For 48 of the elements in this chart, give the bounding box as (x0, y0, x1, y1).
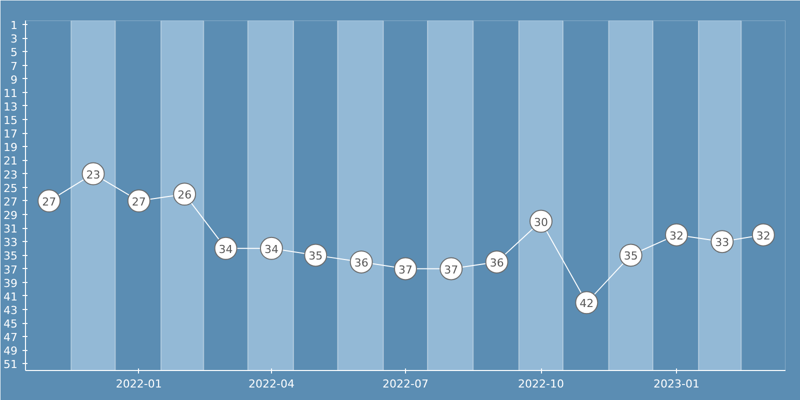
y-tick-label: 21 (4, 154, 18, 168)
y-tick-label: 3 (10, 32, 18, 46)
y-tick-label: 27 (4, 195, 18, 208)
y-tick-label: 47 (4, 331, 18, 344)
y-tick-label: 45 (4, 318, 18, 331)
x-tick-label: 2022-01 (116, 378, 162, 390)
y-tick-label: 43 (4, 304, 18, 317)
data-label: 27 (132, 195, 146, 208)
y-tick-label: 7 (10, 60, 18, 73)
y-tick-label: 51 (4, 358, 18, 372)
y-tick-label: 9 (10, 73, 18, 86)
y-tick-label: 49 (4, 344, 18, 358)
x-tick-label: 2022-10 (518, 378, 564, 390)
y-tick-label: 23 (4, 168, 18, 182)
y-tick-label: 15 (4, 114, 18, 128)
data-label: 36 (354, 256, 368, 270)
y-tick-label: 37 (4, 263, 18, 276)
data-label: 30 (534, 216, 548, 229)
y-tick-label: 17 (4, 128, 18, 141)
y-tick-label: 39 (4, 276, 18, 290)
data-label: 37 (444, 263, 458, 276)
y-tick-label: 19 (4, 141, 18, 154)
data-label: 35 (624, 250, 638, 263)
data-label: 34 (218, 242, 233, 256)
y-tick-label: 41 (4, 290, 18, 304)
y-tick-label: 25 (4, 182, 18, 195)
x-tick-label: 2022-04 (248, 378, 294, 390)
y-tick-label: 35 (4, 250, 18, 263)
data-label: 34 (264, 242, 278, 256)
data-label: 32 (670, 229, 684, 242)
data-label: 35 (308, 250, 323, 263)
data-label: 27 (42, 195, 56, 208)
x-tick-label: 2022-07 (382, 378, 428, 390)
data-label: 37 (398, 263, 412, 276)
data-label: 23 (86, 168, 100, 182)
data-label: 32 (756, 229, 770, 242)
data-label: 26 (178, 188, 192, 202)
y-tick-label: 1 (10, 19, 18, 32)
y-tick-label: 33 (4, 236, 18, 250)
y-tick-label: 31 (4, 222, 18, 236)
data-label: 36 (490, 256, 504, 270)
y-tick-label: 13 (4, 100, 18, 114)
data-label: 42 (580, 297, 594, 310)
data-label: 33 (715, 236, 730, 250)
y-tick-label: 11 (4, 86, 18, 100)
x-tick-label: 2023-01 (654, 378, 700, 390)
y-tick-label: 29 (4, 208, 18, 222)
y-tick-label: 5 (10, 46, 18, 60)
